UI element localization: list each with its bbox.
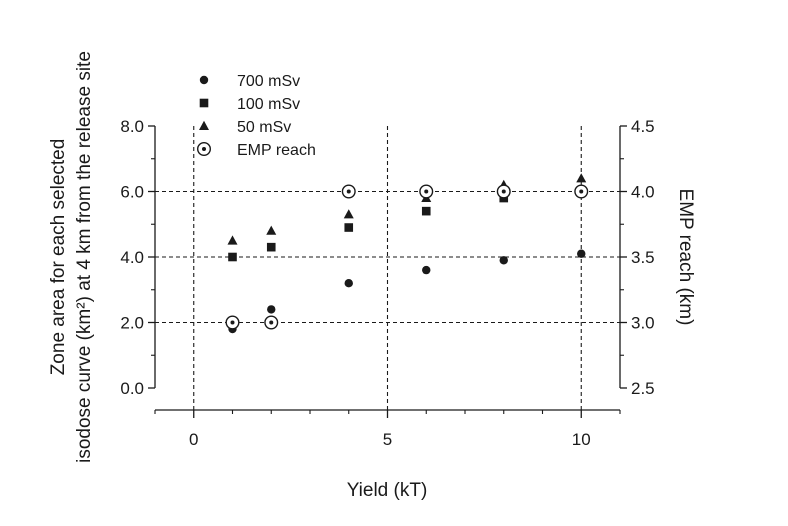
legend-label-emp-reach: EMP reach [237, 142, 316, 159]
point-emp-reach-dot [269, 320, 274, 325]
data-markers [225, 173, 589, 334]
legend-marker-emp-reach [196, 141, 211, 156]
tick-labels: 0.0 2.0 4.0 6.0 8.0 2.5 3.0 3.5 4.0 4.5 0 5 10 [120, 117, 654, 449]
point-50-msv [227, 235, 238, 245]
y-tick-label: 8.0 [120, 117, 144, 136]
y-axis-title-line1: Zone area for each selected [48, 139, 69, 376]
y2-tick-label: 4.5 [631, 117, 655, 136]
y-tick-label: 2.0 [120, 314, 144, 333]
y2-tick-label: 4.0 [631, 183, 655, 202]
point-50-msv [266, 225, 277, 235]
point-emp-reach [264, 315, 279, 330]
y2-tick-label: 3.5 [631, 248, 655, 267]
point-50-msv [343, 209, 354, 219]
x-tick-label: 5 [383, 430, 392, 449]
point-emp-reach-dot [424, 189, 429, 194]
legend-label-700-msv: 700 mSv [237, 73, 300, 90]
legend-label-100-msv: 100 mSv [237, 96, 300, 113]
y-tick-label: 6.0 [120, 183, 144, 202]
y2-tick-label: 2.5 [631, 379, 655, 398]
y-tick-label: 0.0 [120, 379, 144, 398]
point-100-msv [228, 252, 237, 262]
legend-marker-700-msv [199, 75, 209, 85]
point-emp-reach-dot [230, 320, 235, 325]
legend-marker-100-msv [199, 98, 209, 108]
x-tick-label: 10 [572, 430, 591, 449]
legend-label-50-msv: 50 mSv [237, 119, 291, 136]
point-emp-reach-dot [346, 189, 351, 194]
point-emp-reach-dot [501, 189, 506, 194]
point-700-msv [267, 305, 276, 314]
y2-axis-title: EMP reach (km) [675, 189, 696, 326]
grid-lines [155, 126, 620, 410]
point-emp-reach [341, 184, 356, 199]
y2-tick-label: 3.0 [631, 314, 655, 333]
point-100-msv [266, 242, 276, 252]
point-700-msv [499, 256, 508, 265]
legend: 700 mSv 100 mSv 50 mSv EMP reach [196, 73, 316, 159]
point-700-msv [344, 279, 353, 288]
point-50-msv [576, 173, 587, 183]
x-tick-label: 0 [189, 430, 198, 449]
point-700-msv [422, 265, 431, 275]
legend-marker-50-msv [199, 120, 209, 130]
x-axis-title: Yield (kT) [347, 480, 428, 501]
point-700-msv [577, 249, 586, 258]
axis-titles: Yield (kT) Zone area for each selected i… [48, 51, 696, 501]
tick-marks [148, 125, 627, 418]
point-100-msv [421, 206, 431, 216]
point-emp-reach [574, 184, 589, 199]
y-tick-label: 4.0 [120, 248, 144, 267]
point-emp-reach [419, 184, 434, 199]
point-emp-reach-dot [579, 189, 584, 194]
point-emp-reach [225, 315, 240, 330]
point-emp-reach [496, 184, 511, 199]
legend-marker-emp-reach-dot [202, 147, 206, 151]
point-100-msv [344, 223, 354, 232]
y-axis-title-line2: isodose curve (km²) at 4 km from the rel… [74, 51, 95, 463]
